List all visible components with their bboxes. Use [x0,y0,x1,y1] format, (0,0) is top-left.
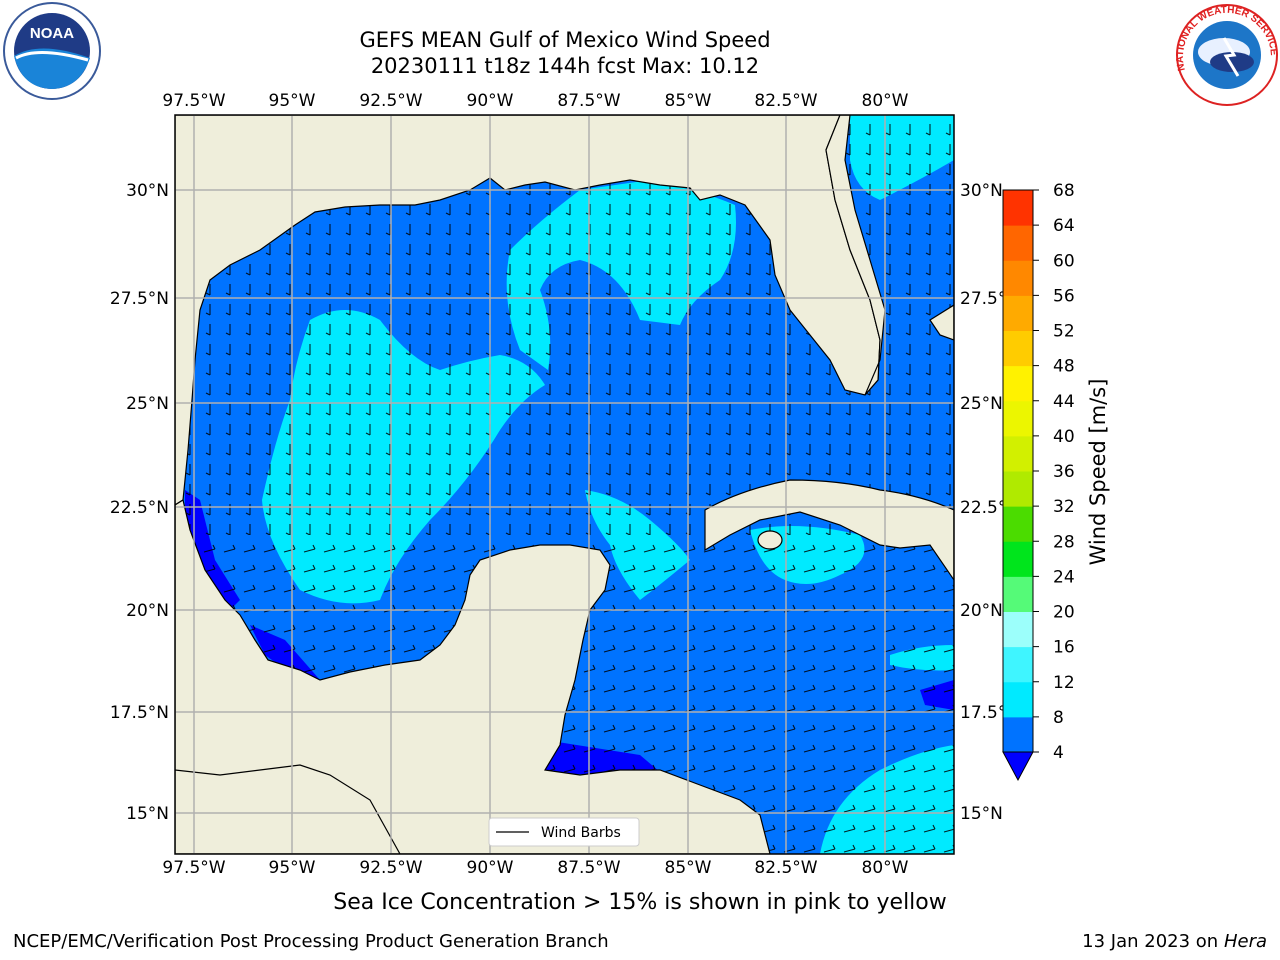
lat-tick-left: 27.5°N [110,289,169,309]
lon-tick-top: 97.5°W [162,91,225,111]
lon-tick-bottom: 82.5°W [754,858,817,878]
graticule [175,115,954,854]
land [175,115,954,854]
lon-tick-top: 92.5°W [359,91,422,111]
colorbar-bin [1003,295,1033,331]
chart-subtitle: 20230111 t18z 144h fcst Max: 10.12 [370,54,760,78]
footer-date: 13 Jan 2023 on Hera [1082,931,1267,952]
colorbar-tick-label: 60 [1053,251,1075,271]
lon-tick-top: 87.5°W [557,91,620,111]
nws-logo: NATIONAL WEATHER SERVICE [1175,4,1279,106]
footer-date-text: 13 Jan 2023 on [1082,931,1224,952]
colorbar-tick-label: 48 [1053,357,1075,377]
lon-tick-bottom: 85°W [665,858,712,878]
colorbar-tick-label: 36 [1053,462,1075,482]
lon-tick-bottom: 92.5°W [359,858,422,878]
lon-tick-top: 80°W [862,91,909,111]
map-panel: Wind Barbs [175,115,954,854]
map-frame [174,114,955,855]
lat-tick-right: 25°N [960,394,1003,414]
colorbar-bin [1003,646,1033,683]
lat-tick-right: 20°N [960,601,1003,621]
colorbar-tick-label: 56 [1053,286,1075,306]
colorbar-label: Wind Speed [m/s] [1086,379,1110,566]
colorbar-bin [1003,365,1033,402]
lon-tick-bottom: 80°W [862,858,909,878]
lat-labels: 30°N 27.5°N 25°N 22.5°N 20°N 17.5°N 15°N… [110,181,1019,824]
lat-tick-left: 15°N [126,804,169,824]
colorbar-tick-label: 16 [1053,638,1075,658]
lat-tick-left: 25°N [126,394,169,414]
sea-ice-note: Sea Ice Concentration > 15% is shown in … [333,890,947,915]
colorbar-tick-label: 52 [1053,322,1075,342]
colorbar-tick-label: 44 [1053,392,1075,412]
colorbar-tick-label: 24 [1053,567,1075,587]
lon-tick-bottom: 90°W [467,858,514,878]
colorbar-bin [1003,541,1033,577]
colorbar-bin [1003,225,1033,261]
colorbar-bin [1003,716,1033,753]
map-legend: Wind Barbs [488,817,640,847]
colorbar-tick-label: 32 [1053,497,1075,517]
colorbar-tick-label: 4 [1053,743,1064,763]
colorbar-bin [1003,576,1033,612]
colorbar-bin [1003,681,1033,718]
footer-credit: NCEP/EMC/Verification Post Processing Pr… [13,931,609,952]
colorbar-tick-label: 8 [1053,708,1064,728]
lat-tick-right: 30°N [960,181,1003,201]
chart-title: GEFS MEAN Gulf of Mexico Wind Speed [359,28,771,52]
svg-text:NOAA: NOAA [30,25,74,42]
colorbar-bin [1003,400,1033,437]
colorbar-bin [1003,471,1033,507]
colorbar-tick-label: 64 [1053,216,1075,236]
colorbar-tick-label: 12 [1053,673,1075,693]
colorbar-bin [1003,330,1033,367]
lat-tick-left: 20°N [126,601,169,621]
colorbar-tick-label: 28 [1053,532,1075,552]
lat-tick-left: 30°N [126,181,169,201]
lat-tick-left: 22.5°N [110,498,169,518]
colorbar-bin [1003,260,1033,296]
lat-tick-right: 15°N [960,804,1003,824]
colorbar-bin [1003,190,1033,226]
colorbar-bin [1003,611,1033,648]
lon-tick-bottom: 95°W [269,858,316,878]
legend-label: Wind Barbs [541,825,621,841]
lon-tick-bottom: 97.5°W [162,858,225,878]
colorbar-bin [1003,506,1033,542]
lon-tick-top: 82.5°W [754,91,817,111]
lon-tick-bottom: 87.5°W [557,858,620,878]
colorbar-tick-label: 40 [1053,427,1075,447]
lon-labels: 97.5°W 95°W 92.5°W 90°W 87.5°W 85°W 82.5… [162,91,908,878]
lat-tick-left: 17.5°N [110,703,169,723]
lon-tick-top: 85°W [665,91,712,111]
lon-tick-top: 90°W [467,91,514,111]
footer-machine: Hera [1223,931,1267,952]
colorbar-tick-label: 68 [1053,181,1075,201]
lon-tick-top: 95°W [269,91,316,111]
colorbar-bin [1003,435,1033,472]
colorbar-extend [1002,751,1034,782]
noaa-logo: NOAA [3,2,101,100]
colorbar-tick-label: 20 [1053,603,1075,623]
